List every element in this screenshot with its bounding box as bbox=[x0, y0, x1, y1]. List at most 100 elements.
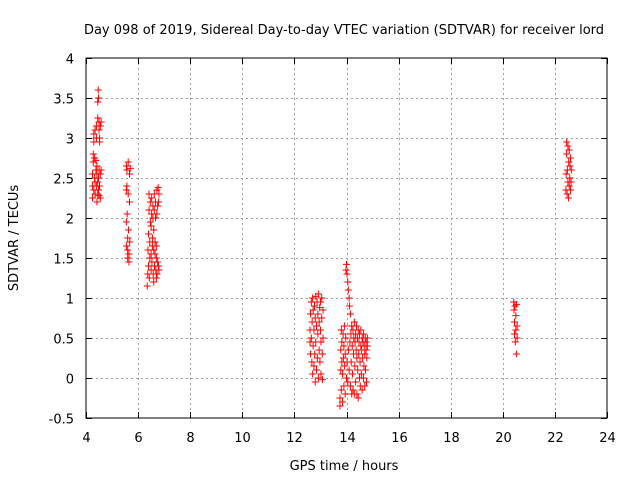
data-points bbox=[89, 86, 575, 410]
plot-frame bbox=[85, 57, 608, 419]
data-point bbox=[148, 194, 156, 202]
data-point bbox=[563, 150, 571, 158]
data-point bbox=[362, 338, 370, 346]
data-point bbox=[311, 378, 319, 386]
x-tick-label: 16 bbox=[391, 431, 408, 446]
y-tick-label: 1 bbox=[66, 293, 74, 308]
data-point bbox=[351, 362, 359, 370]
data-point bbox=[122, 162, 130, 170]
data-point bbox=[94, 98, 102, 106]
data-point bbox=[346, 310, 354, 318]
data-point bbox=[96, 138, 104, 146]
data-point bbox=[309, 294, 317, 302]
data-point bbox=[308, 318, 316, 326]
data-point bbox=[125, 258, 133, 266]
data-point bbox=[145, 274, 153, 282]
data-point bbox=[362, 346, 370, 354]
data-point bbox=[337, 386, 345, 394]
data-point bbox=[126, 164, 134, 172]
data-point bbox=[307, 334, 315, 342]
data-point bbox=[337, 366, 345, 374]
data-point bbox=[363, 342, 371, 350]
data-point bbox=[95, 174, 103, 182]
data-point bbox=[336, 402, 344, 410]
data-point bbox=[124, 254, 132, 262]
data-point bbox=[353, 390, 361, 398]
data-point bbox=[150, 246, 158, 254]
data-point bbox=[92, 156, 100, 164]
y-tick-label: -0.5 bbox=[49, 413, 74, 428]
data-point bbox=[308, 358, 316, 366]
data-point bbox=[126, 198, 134, 206]
data-point bbox=[122, 186, 130, 194]
data-point bbox=[314, 310, 322, 318]
data-point bbox=[339, 398, 347, 406]
data-point bbox=[511, 318, 519, 326]
data-point bbox=[310, 302, 318, 310]
data-point bbox=[564, 194, 572, 202]
axis-ticks: 4 6 8 10 12 14 16 18 20 22 24 -0.5 0 0.5 1 1.5 2 2.5 3 3.5 4 bbox=[49, 53, 616, 447]
data-point bbox=[344, 286, 352, 294]
data-point bbox=[363, 378, 371, 386]
data-point bbox=[352, 378, 360, 386]
data-point bbox=[89, 194, 97, 202]
data-point bbox=[317, 338, 325, 346]
data-point bbox=[357, 370, 365, 378]
data-point bbox=[122, 242, 130, 250]
data-point bbox=[154, 198, 162, 206]
data-point bbox=[124, 158, 132, 166]
data-point bbox=[565, 182, 573, 190]
data-point bbox=[337, 326, 345, 334]
data-point bbox=[343, 374, 350, 382]
y-axis-label: SDTVAR / TECUs bbox=[7, 185, 22, 292]
data-point bbox=[510, 306, 518, 314]
data-point bbox=[567, 166, 575, 174]
data-point bbox=[363, 334, 371, 342]
data-point bbox=[315, 346, 323, 354]
data-point bbox=[97, 118, 105, 126]
data-point bbox=[341, 390, 349, 398]
data-point bbox=[93, 162, 101, 170]
data-point bbox=[309, 306, 317, 314]
data-point bbox=[147, 222, 155, 230]
y-tick-label: 3 bbox=[66, 133, 74, 148]
data-point bbox=[511, 330, 519, 338]
data-point bbox=[340, 342, 348, 350]
data-point bbox=[513, 334, 521, 342]
data-point bbox=[94, 114, 102, 122]
data-point bbox=[317, 370, 325, 378]
data-point bbox=[97, 166, 105, 174]
data-point bbox=[567, 186, 575, 194]
data-point bbox=[124, 234, 132, 242]
data-point bbox=[316, 326, 324, 334]
data-point bbox=[340, 322, 348, 330]
data-point bbox=[336, 394, 344, 402]
data-point bbox=[344, 278, 352, 286]
data-point bbox=[315, 318, 323, 326]
data-point bbox=[309, 370, 317, 378]
data-point bbox=[310, 362, 318, 370]
y-tick-label: 2 bbox=[66, 213, 74, 228]
data-point bbox=[122, 218, 130, 226]
data-point bbox=[311, 314, 319, 322]
data-point bbox=[360, 362, 368, 370]
x-axis-label: GPS time / hours bbox=[290, 459, 399, 474]
data-point bbox=[319, 376, 327, 384]
data-point bbox=[339, 370, 347, 378]
data-point bbox=[345, 346, 353, 354]
data-point bbox=[123, 210, 131, 218]
data-point bbox=[342, 266, 350, 274]
data-point bbox=[90, 130, 98, 138]
data-point bbox=[341, 350, 349, 358]
data-point bbox=[310, 326, 318, 334]
x-tick-label: 14 bbox=[339, 431, 356, 446]
data-point bbox=[567, 178, 575, 186]
data-point bbox=[337, 346, 345, 354]
data-point bbox=[125, 250, 133, 258]
data-point bbox=[344, 378, 352, 386]
data-point bbox=[314, 374, 322, 382]
data-point bbox=[153, 270, 161, 278]
data-point bbox=[339, 330, 347, 338]
data-point bbox=[565, 146, 573, 154]
